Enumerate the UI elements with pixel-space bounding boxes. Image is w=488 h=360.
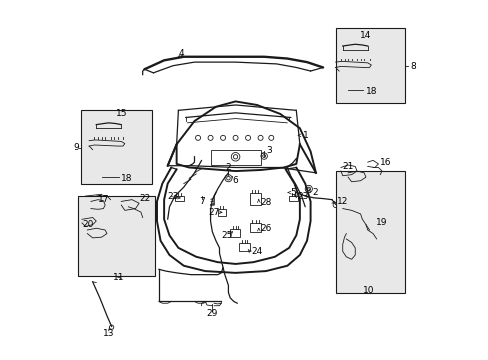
Bar [335,171,405,293]
Text: 3: 3 [265,146,271,155]
Text: 28: 28 [260,198,271,207]
Bar [335,28,405,103]
Text: 15: 15 [115,109,127,118]
Bar [230,229,240,237]
Text: 2: 2 [225,163,231,172]
Bar [288,196,298,202]
Bar [81,111,152,184]
Text: 18: 18 [365,87,377,96]
Bar [210,150,260,165]
Bar [78,196,155,276]
Bar [175,196,183,202]
Text: 5: 5 [290,188,295,197]
Text: 7: 7 [198,197,204,206]
Text: 8: 8 [410,62,415,71]
Text: 23: 23 [167,192,179,201]
Text: 18: 18 [121,174,132,183]
Text: 2: 2 [312,188,317,197]
Bar [98,129,118,134]
Bar [344,51,364,55]
Text: 10: 10 [362,285,374,294]
Text: 21: 21 [342,162,353,171]
Text: 19: 19 [375,218,386,227]
Text: 20: 20 [82,220,94,229]
Text: 27: 27 [207,208,219,217]
Text: 4: 4 [178,49,183,58]
Text: 16: 16 [379,158,390,167]
Text: 12: 12 [336,197,347,206]
Bar [217,209,225,216]
Text: 26: 26 [260,224,271,233]
Text: 1: 1 [303,131,308,140]
Text: 29: 29 [206,310,218,319]
Text: 17: 17 [98,195,109,204]
Text: 22: 22 [139,194,150,203]
Text: 23: 23 [297,192,308,201]
Bar [249,193,260,205]
Text: 14: 14 [360,31,371,40]
Text: 24: 24 [251,247,263,256]
Text: 6: 6 [231,176,237,185]
Text: 25: 25 [221,231,232,240]
Bar [249,223,261,232]
Text: 13: 13 [103,329,114,338]
Text: 9: 9 [74,143,80,152]
Text: 11: 11 [113,273,124,282]
Bar [239,243,249,251]
